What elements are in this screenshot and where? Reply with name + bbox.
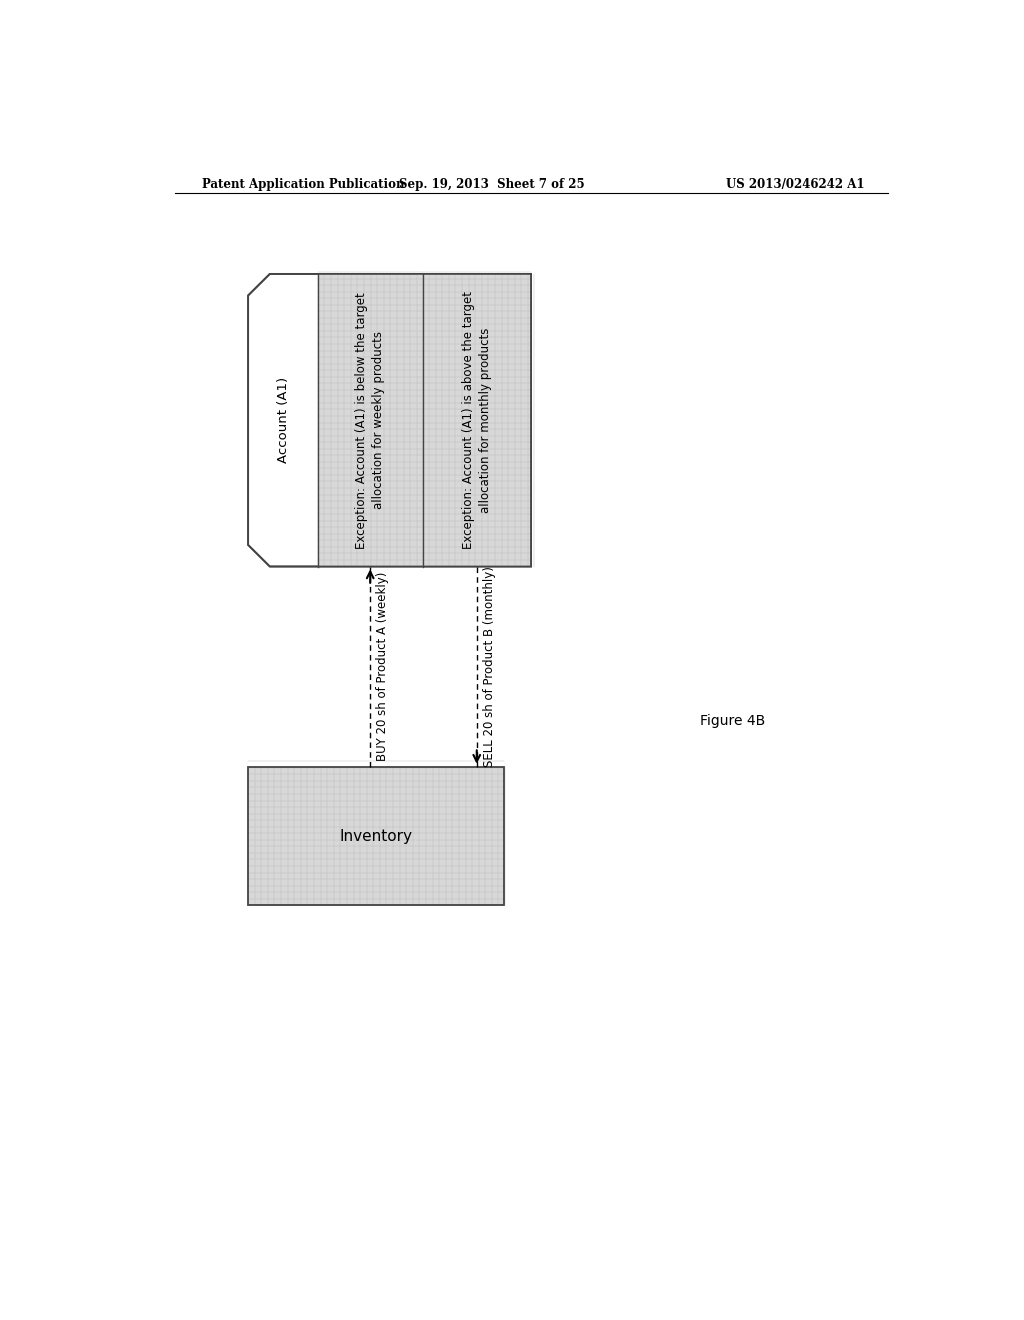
- Text: US 2013/0246242 A1: US 2013/0246242 A1: [726, 178, 864, 190]
- Text: Exception: Account (A1) is above the target
allocation for monthly products: Exception: Account (A1) is above the tar…: [462, 292, 492, 549]
- Text: Exception: Account (A1) is below the target
allocation for weekly products: Exception: Account (A1) is below the tar…: [355, 292, 385, 549]
- Text: Account (A1): Account (A1): [276, 378, 290, 463]
- Text: BUY 20 sh of Product A (weekly): BUY 20 sh of Product A (weekly): [377, 572, 389, 762]
- Text: Patent Application Publication: Patent Application Publication: [202, 178, 404, 190]
- Polygon shape: [317, 275, 423, 566]
- Text: Inventory: Inventory: [340, 829, 413, 843]
- Text: Figure 4B: Figure 4B: [699, 714, 765, 727]
- Polygon shape: [423, 275, 531, 566]
- Polygon shape: [248, 767, 504, 906]
- Text: Sep. 19, 2013  Sheet 7 of 25: Sep. 19, 2013 Sheet 7 of 25: [399, 178, 585, 190]
- Polygon shape: [248, 275, 531, 566]
- Text: SELL 20 sh of Product B (monthly): SELL 20 sh of Product B (monthly): [483, 566, 496, 767]
